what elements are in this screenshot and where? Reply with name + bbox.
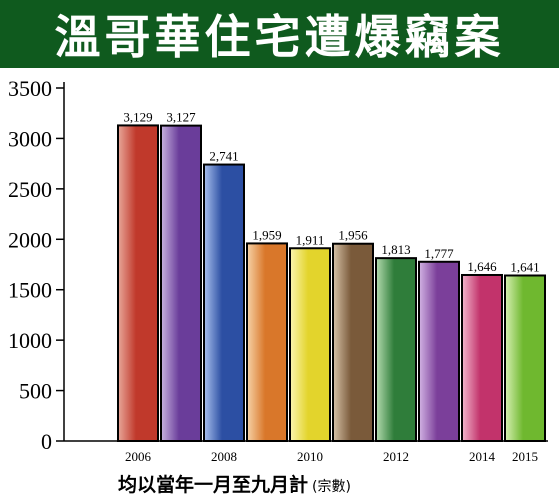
bar-chart: 0 500 1000 1500 2000 2500 3000 3500 3,129 2006 3,1…	[8, 76, 548, 464]
value-label: 2,741	[209, 149, 238, 164]
value-label: 3,129	[123, 109, 152, 124]
y-tick-label: 3000	[8, 126, 52, 151]
x-tick-label: 2012	[383, 449, 409, 464]
y-tick-label: 0	[41, 429, 52, 454]
value-label: 1,641	[510, 259, 539, 274]
bar	[246, 242, 288, 442]
y-tick-label: 1500	[8, 278, 52, 303]
value-label: 1,959	[252, 227, 281, 242]
x-tick-label: 2010	[297, 449, 323, 464]
value-label: 1,777	[424, 246, 454, 261]
bar	[289, 247, 331, 442]
bar	[117, 124, 159, 442]
value-label: 3,127	[166, 110, 196, 125]
y-tick-label: 2500	[8, 177, 52, 202]
value-label: 1,956	[338, 228, 368, 243]
value-label: 1,646	[467, 259, 497, 274]
bar	[160, 124, 202, 442]
bar	[504, 274, 546, 442]
bar	[461, 273, 503, 442]
x-tick-label: 2006	[125, 449, 152, 464]
value-label: 1,911	[296, 232, 325, 247]
title-banner: 溫哥華住宅遭爆竊案	[0, 0, 559, 68]
x-tick-label: 2015	[512, 449, 538, 464]
value-label: 1,813	[381, 242, 410, 257]
y-tick-label: 500	[19, 379, 52, 404]
y-tick-label: 2000	[8, 227, 52, 252]
y-tick-label: 1000	[8, 328, 52, 353]
bar	[418, 260, 460, 442]
footnote-text: 均以當年一月至九月計	[118, 474, 309, 496]
bar	[375, 257, 417, 442]
x-tick-label: 2014	[469, 449, 496, 464]
x-tick-label: 2008	[211, 449, 237, 464]
chart-title: 溫哥華住宅遭爆竊案	[54, 10, 505, 64]
bar	[332, 242, 374, 442]
y-tick-label: 3500	[8, 76, 52, 101]
footnote-unit: (宗數)	[312, 479, 351, 495]
bar	[203, 163, 245, 442]
footnote: 均以當年一月至九月計 (宗數)	[118, 470, 448, 496]
